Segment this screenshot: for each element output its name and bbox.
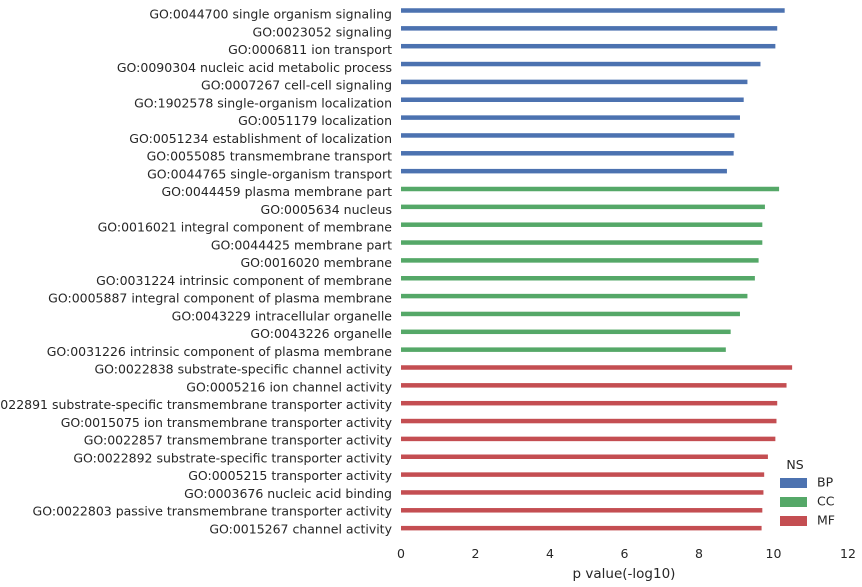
bar-mf <box>401 490 764 495</box>
bar-cc <box>401 347 726 352</box>
category-label: GO:0022892 substrate-specific transporte… <box>73 450 392 465</box>
category-label: GO:0044700 single organism signaling <box>149 7 392 22</box>
category-label: GO:0055085 transmembrane transport <box>147 149 393 164</box>
legend-swatch-bp <box>780 478 807 488</box>
category-label: GO:0005216 ion channel activity <box>186 379 392 394</box>
bar-bp <box>401 43 776 49</box>
bar-bp <box>401 151 734 156</box>
category-label: GO:0051179 localization <box>238 113 392 128</box>
x-tick-label: 12 <box>840 546 856 561</box>
category-label: GO:0016021 integral component of membran… <box>98 220 393 235</box>
category-label: GO:0016020 membrane <box>240 255 392 270</box>
bar-bp <box>401 61 761 67</box>
category-label: GO:0043229 intracellular organelle <box>172 308 393 323</box>
category-label: GO:0051234 establishment of localization <box>129 131 392 146</box>
legend-label-bp: BP <box>817 475 834 490</box>
legend-label-mf: MF <box>817 513 835 528</box>
bar-bp <box>401 115 740 120</box>
bar-mf <box>401 436 776 442</box>
category-label: GO:0007267 cell-cell signaling <box>201 78 392 93</box>
category-label: GO:0044425 membrane part <box>211 237 392 252</box>
bar-bp <box>401 168 727 174</box>
category-label: GO:0005887 integral component of plasma … <box>48 291 392 306</box>
bar-bp <box>401 8 785 13</box>
category-label: GO:0003676 nucleic acid binding <box>184 486 392 501</box>
category-label: GO:1902578 single-organism localization <box>134 95 392 110</box>
bar-cc <box>401 186 780 192</box>
bar-bp <box>401 133 735 138</box>
category-label: GO:0005634 nucleus <box>261 202 392 217</box>
bar-mf <box>401 454 768 459</box>
bar-cc <box>401 240 763 245</box>
category-label: GO:0022857 transmembrane transporter act… <box>84 433 393 448</box>
bar-cc <box>401 293 748 299</box>
legend: NS BP CC MF <box>780 457 835 528</box>
bar-mf <box>401 365 793 370</box>
bar-bp <box>401 26 778 31</box>
bar-mf <box>401 472 765 477</box>
legend-swatch-cc <box>780 497 807 507</box>
category-labels: GO:0044700 single organism signaling GO:0… <box>0 7 393 537</box>
bar-bp <box>401 79 748 85</box>
category-label: GO:0022891 substrate-specific transmembr… <box>0 397 393 412</box>
bar-mf <box>401 525 762 531</box>
category-label: GO:0044459 plasma membrane part <box>161 184 392 199</box>
x-axis-ticks: 0 2 4 6 8 10 12 <box>397 546 856 561</box>
category-label: GO:0031226 intrinsic component of plasma… <box>47 344 393 359</box>
x-tick-label: 8 <box>695 546 703 561</box>
bar-mf <box>401 418 777 424</box>
bar-bp <box>401 97 744 102</box>
x-axis-label: p value(-log10) <box>573 566 676 582</box>
x-tick-label: 0 <box>397 546 405 561</box>
category-label: GO:0015267 channel activity <box>209 521 392 536</box>
category-label: GO:0022838 substrate-specific channel ac… <box>94 362 392 377</box>
legend-title: NS <box>786 457 803 472</box>
x-tick-label: 4 <box>546 546 554 561</box>
category-label: GO:0090304 nucleic acid metabolic proces… <box>117 60 392 75</box>
category-label: GO:0044765 single-organism transport <box>147 166 392 181</box>
bar-cc <box>401 222 763 227</box>
category-label: GO:0023052 signaling <box>253 24 392 39</box>
bar-cc <box>401 311 740 317</box>
legend-label-cc: CC <box>817 494 835 509</box>
category-label: GO:0022803 passive transmembrane transpo… <box>33 504 393 519</box>
bar-mf <box>401 400 778 406</box>
bar-cc <box>401 329 731 335</box>
x-tick-label: 2 <box>472 546 480 561</box>
bar-cc <box>401 258 759 263</box>
x-tick-label: 10 <box>766 546 782 561</box>
bar-cc <box>401 276 755 281</box>
category-label: GO:0043226 organelle <box>250 326 392 341</box>
bar-mf <box>401 508 763 513</box>
legend-swatch-mf <box>780 516 807 526</box>
bar-mf <box>401 383 787 388</box>
category-label: GO:0015075 ion transmembrane transporter… <box>61 415 393 430</box>
legend-items: BP CC MF <box>780 475 835 528</box>
category-label: GO:0006811 ion transport <box>228 42 392 57</box>
category-label: GO:0005215 transporter activity <box>188 468 392 483</box>
category-label: GO:0031224 intrinsic component of membra… <box>96 273 392 288</box>
bar-cc <box>401 204 765 210</box>
bars-layer <box>401 8 793 531</box>
x-tick-label: 6 <box>621 546 629 561</box>
